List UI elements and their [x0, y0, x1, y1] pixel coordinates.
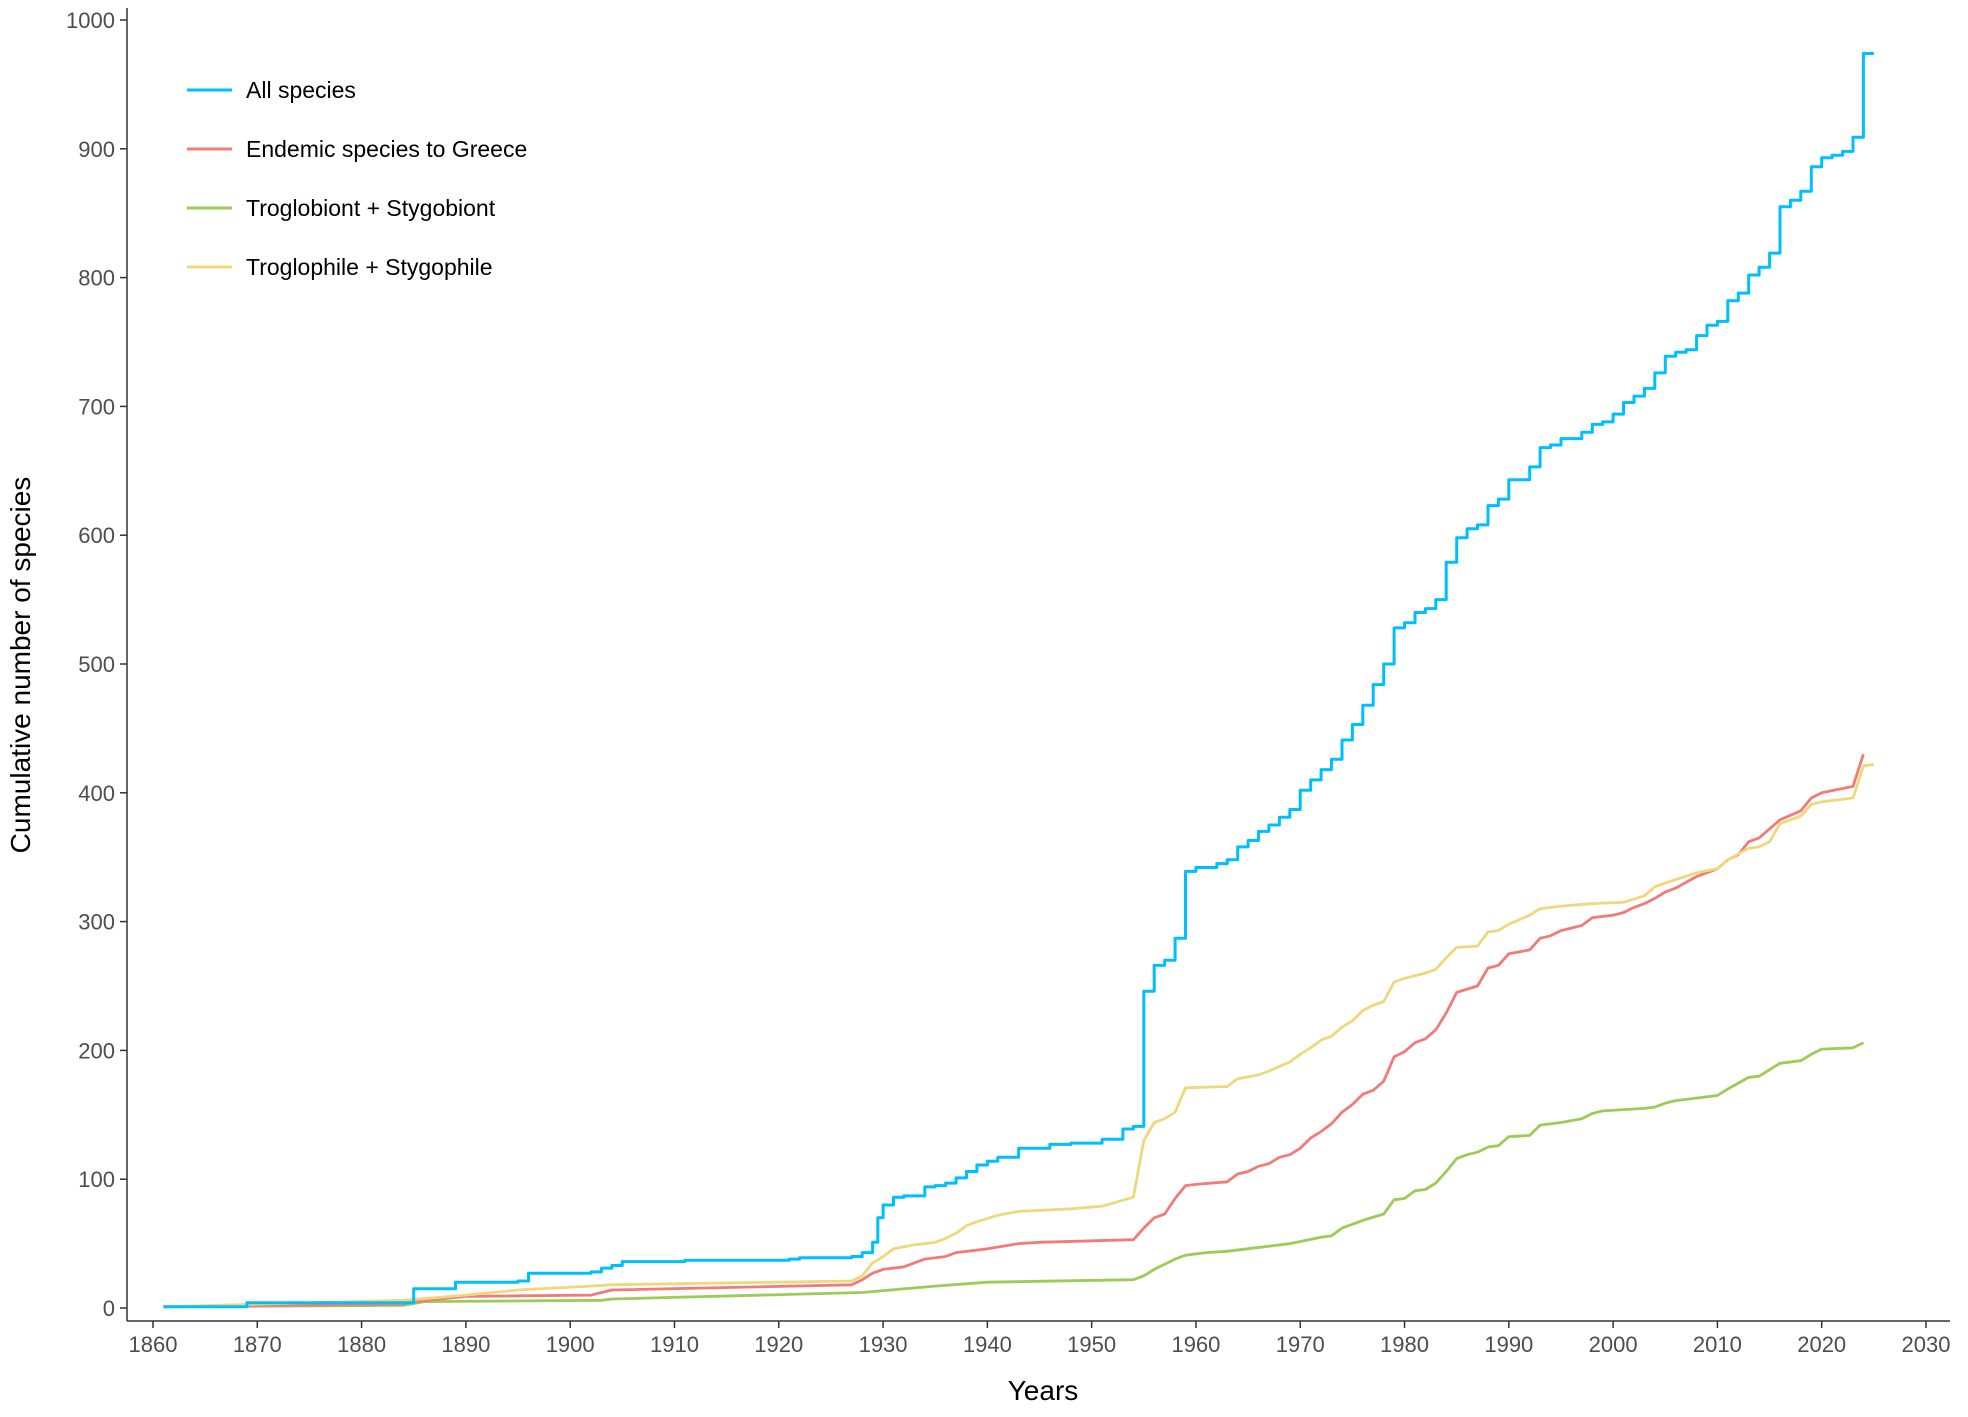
x-tick-label: 1870 [233, 1332, 282, 1357]
x-tick-label: 1910 [650, 1332, 699, 1357]
legend-label: Troglophile + Stygophile [246, 254, 493, 280]
x-tick-label: 1970 [1276, 1332, 1325, 1357]
legend-label: Endemic species to Greece [246, 136, 527, 162]
y-tick-label: 500 [78, 652, 115, 677]
x-tick-label: 1890 [441, 1332, 490, 1357]
series-line-troglophile-stygophile [163, 763, 1875, 1309]
x-tick-label: 1860 [129, 1332, 178, 1357]
y-axis-title: Cumulative number of species [5, 477, 36, 854]
y-tick-label: 900 [78, 137, 115, 162]
series-layer [163, 52, 1875, 1309]
y-tick-label: 800 [78, 266, 115, 291]
y-tick-label: 0 [103, 1296, 115, 1321]
legend-label: All species [246, 77, 356, 103]
series-line-troglobiont-stygobiont [163, 1041, 1865, 1309]
x-tick-label: 1930 [859, 1332, 908, 1357]
x-tick-label: 1920 [754, 1332, 803, 1357]
x-tick-label: 1940 [963, 1332, 1012, 1357]
x-tick-label: 1900 [546, 1332, 595, 1357]
series-line-endemic-species-to-greece [163, 753, 1865, 1309]
legend: All species Endemic species to Greece Trog… [187, 77, 527, 280]
x-tick-label: 1950 [1067, 1332, 1116, 1357]
x-tick-label: 2030 [1902, 1332, 1951, 1357]
y-tick-label: 100 [78, 1167, 115, 1192]
x-tick-label: 1880 [337, 1332, 386, 1357]
x-ticks: 1860 1870 1880 1890 1900 1910 1920 1930 1940 1950… [129, 1321, 1951, 1357]
x-tick-label: 1980 [1380, 1332, 1429, 1357]
x-tick-label: 2020 [1797, 1332, 1846, 1357]
y-tick-label: 200 [78, 1038, 115, 1063]
series-line-all-species [163, 52, 1874, 1309]
y-tick-label: 600 [78, 523, 115, 548]
y-tick-label: 400 [78, 781, 115, 806]
x-tick-label: 1960 [1171, 1332, 1220, 1357]
y-tick-label: 1000 [66, 8, 115, 33]
y-tick-label: 700 [78, 394, 115, 419]
x-tick-label: 2010 [1693, 1332, 1742, 1357]
x-tick-label: 1990 [1484, 1332, 1533, 1357]
x-axis-title: Years [1008, 1375, 1079, 1406]
x-tick-label: 2000 [1589, 1332, 1638, 1357]
y-tick-label: 300 [78, 910, 115, 935]
y-ticks: 0 100 200 300 400 500 600 700 800 900 1000 [66, 8, 127, 1321]
legend-label: Troglobiont + Stygobiont [246, 195, 496, 221]
